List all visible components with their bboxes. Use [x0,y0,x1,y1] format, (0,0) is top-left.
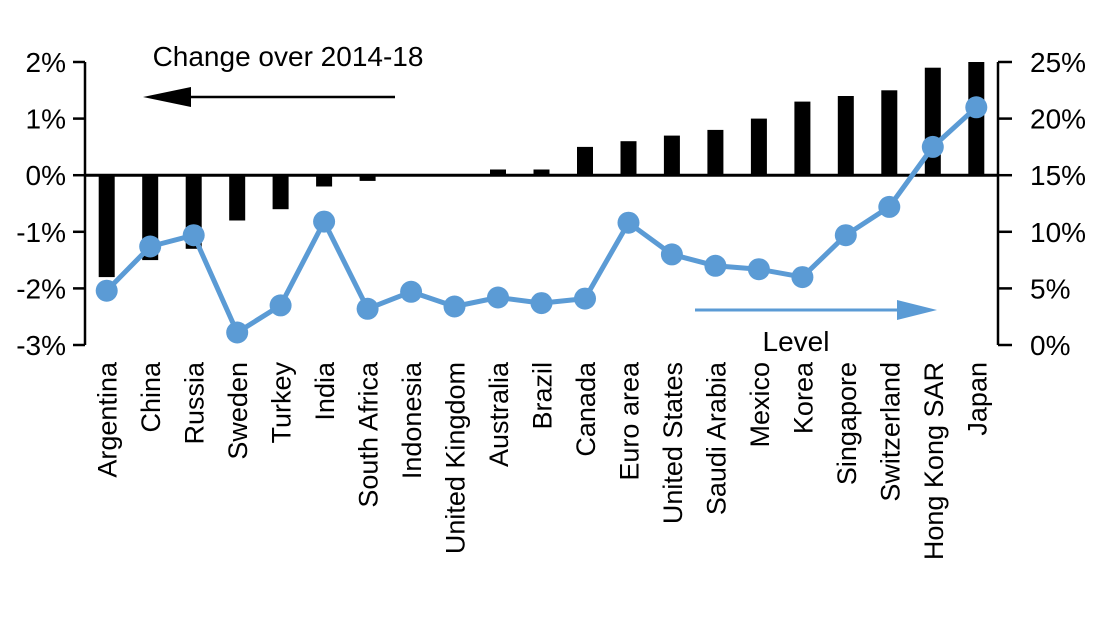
category-label: South Africa [354,361,384,508]
category-label: India [310,361,340,421]
right-axis-tick-label: 5% [1030,273,1070,304]
category-label: Indonesia [397,361,427,479]
line-marker [791,266,814,289]
line-marker [269,294,292,317]
bar [794,101,811,176]
left-axis-tick-label: 0% [26,160,66,191]
category-label: Argentina [93,361,123,478]
chart-title: Change over 2014-18 [153,41,424,72]
category-label: United Kingdom [441,362,471,554]
category-label: Brazil [528,362,558,430]
right-axis-tick-label: 0% [1030,330,1070,361]
right-axis-tick-label: 15% [1030,160,1086,191]
category-label: Euro area [614,361,644,481]
category-label: Mexico [745,362,775,448]
category-label: Switzerland [875,362,905,502]
left-axis-tick-label: 2% [26,47,66,78]
line-marker [95,279,118,302]
bar [98,175,115,278]
right-axis-tick-label: 25% [1030,47,1086,78]
line-marker [921,135,944,158]
bar [272,175,289,210]
bar [316,175,333,187]
bars-series [98,62,985,278]
level-label: Level [763,326,830,357]
category-axis: Argentina China Russia Sweden Turkey India Sou… [93,361,993,560]
line-marker [182,224,205,247]
right-arrow-icon [897,300,937,320]
bar [577,146,593,176]
category-label: Turkey [267,362,297,444]
category-label: Korea [788,361,818,434]
category-label: Canada [571,361,601,457]
right-axis: 25% 20% 15% 10% 5% 0% [996,47,1086,361]
line-marker [660,243,683,266]
line-marker [400,280,423,303]
bar [750,118,767,176]
category-label: Japan [962,362,992,436]
bar [968,62,985,176]
line-marker [747,258,770,281]
level-line-series [95,96,988,344]
category-label: United States [658,362,688,524]
left-arrow-icon [143,87,191,107]
right-axis-tick-label: 20% [1030,104,1086,135]
bar [359,175,376,181]
line-marker [704,254,727,277]
line-marker [139,235,162,258]
category-label: Sweden [223,362,253,460]
annotations: Change over 2014-18 Level [143,41,937,357]
category-label: China [136,361,166,433]
bar [924,67,941,176]
bar [229,175,246,221]
left-axis-tick-label: 1% [26,104,66,135]
line-marker [313,210,336,233]
category-label: Saudi Arabia [701,361,731,515]
left-axis-tick-label: -3% [16,330,66,361]
bar [490,169,506,176]
bar [663,135,680,176]
line-marker [443,295,466,318]
category-label: Singapore [832,362,862,485]
bar [707,129,724,176]
line-marker [574,287,596,310]
category-label: Russia [180,361,210,445]
line-marker [878,195,901,218]
left-axis-tick-label: -2% [16,273,66,304]
line-marker [617,211,640,234]
line-marker [530,292,553,315]
left-axis: 2% 1% 0% -1% -2% -3% [16,47,87,361]
category-label: Hong Kong SAR [919,362,949,560]
line-marker [226,321,249,344]
bar [837,96,854,176]
line-marker [965,96,988,119]
line-marker [487,286,509,309]
category-label: Australia [484,361,514,467]
bar [881,90,898,176]
right-axis-tick-label: 10% [1030,217,1086,248]
line-marker [834,224,857,247]
left-axis-tick-label: -1% [16,217,66,248]
line-marker [356,297,379,320]
bar [620,141,637,176]
bar [533,169,550,176]
